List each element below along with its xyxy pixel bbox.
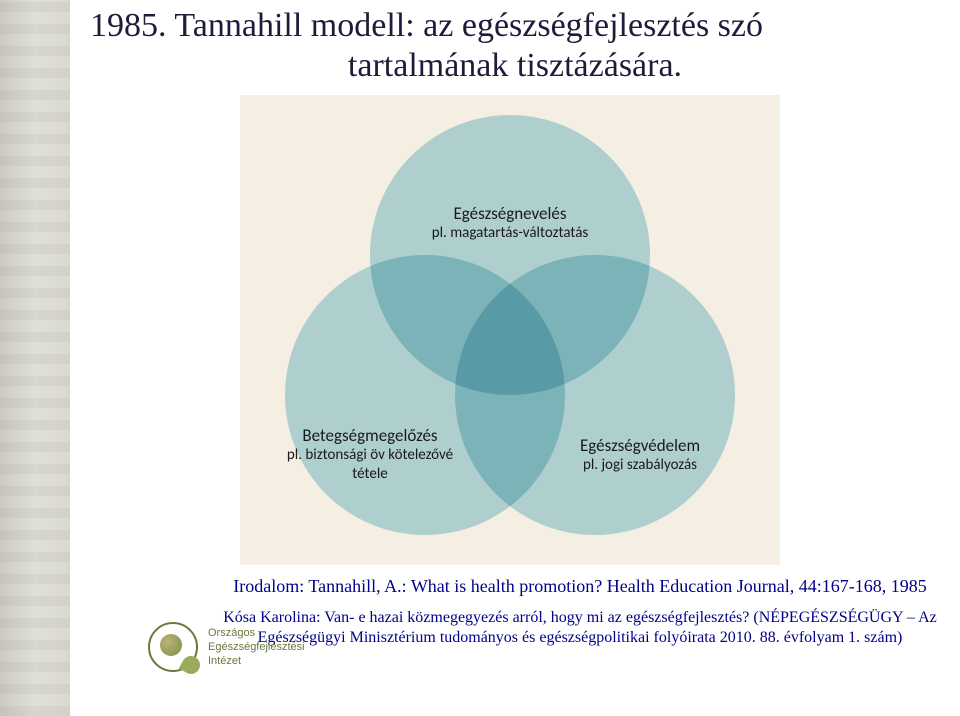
title-line2: tartalmának tisztázására. [90,46,940,86]
logo-icon [148,622,198,672]
logo-line3: Intézet [208,654,305,668]
references-block: Irodalom: Tannahill, A.: What is health … [220,575,940,648]
reference-1: Irodalom: Tannahill, A.: What is health … [220,575,940,598]
venn-diagram: Egészségnevelés pl. magatartás-változtat… [240,95,780,565]
venn-label-top-line1: Egészségnevelés [390,203,630,224]
venn-label-right: Egészségvédelem pl. jogi szabályozás [540,435,740,475]
logo-line2: Egészségfejlesztési [208,640,305,654]
venn-label-right-line1: Egészségvédelem [540,435,740,456]
venn-label-left-line2: pl. biztonsági öv kötelezővé tétele [270,446,470,484]
venn-label-left-line1: Betegségmegelőzés [270,425,470,446]
slide-title: 1985. Tannahill modell: az egészségfejle… [90,6,940,86]
logo-line1: Országos [208,626,305,640]
logo-text: Országos Egészségfejlesztési Intézet [208,626,305,669]
decorative-sidebar [0,0,70,716]
venn-label-left: Betegségmegelőzés pl. biztonsági öv köte… [270,425,470,484]
venn-label-top: Egészségnevelés pl. magatartás-változtat… [390,203,630,243]
venn-label-right-line2: pl. jogi szabályozás [540,456,740,475]
institute-logo: Országos Egészségfejlesztési Intézet [148,602,298,692]
title-line1: 1985. Tannahill modell: az egészségfejle… [90,7,763,44]
venn-label-top-line2: pl. magatartás-változtatás [390,224,630,243]
venn-circle-right [455,255,735,535]
slide-content: 1985. Tannahill modell: az egészségfejle… [70,0,960,716]
reference-2: Kósa Karolina: Van- e hazai közmegegyezé… [220,608,940,648]
